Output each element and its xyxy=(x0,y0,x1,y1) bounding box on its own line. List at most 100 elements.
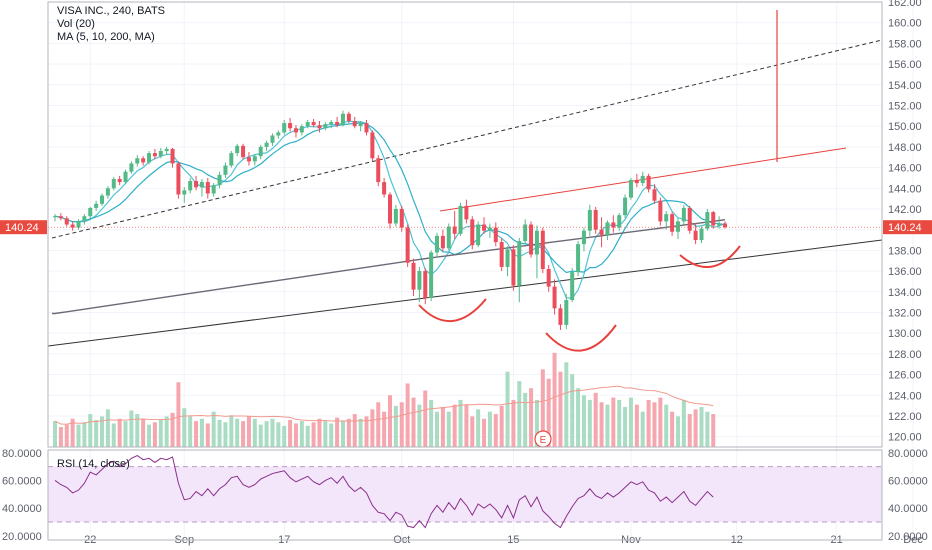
volume-bar xyxy=(458,399,463,447)
rsi-tick-label-right: 60.0000 xyxy=(888,475,928,487)
candle-body xyxy=(534,230,539,255)
candle-body xyxy=(258,146,263,157)
candle xyxy=(141,156,146,166)
volume-bar xyxy=(446,411,451,447)
volume-bar xyxy=(335,417,340,447)
price-tick-label-right: 138.00 xyxy=(888,245,922,257)
candle-body xyxy=(152,153,157,157)
volume-bar xyxy=(593,392,598,447)
candle-body xyxy=(246,157,251,162)
volume-bar xyxy=(264,421,269,447)
head-arc xyxy=(545,324,617,352)
volume-bar xyxy=(681,399,686,447)
candle xyxy=(564,293,569,330)
volume-bar xyxy=(393,405,398,447)
ma10-line xyxy=(54,122,726,274)
candle-body xyxy=(446,226,451,249)
candle-body xyxy=(564,300,569,325)
candle-body xyxy=(58,216,63,219)
rsi-tick-label-left: 20.0000 xyxy=(2,531,42,543)
candle xyxy=(382,177,387,198)
x-tick-label: Dec xyxy=(903,534,923,546)
candle xyxy=(405,224,410,267)
price-tick-label-right: 162.00 xyxy=(888,0,922,9)
volume-bar xyxy=(194,421,199,447)
candle-body xyxy=(652,189,657,201)
candle xyxy=(534,225,539,279)
candle-body xyxy=(188,181,193,191)
volume-bar xyxy=(611,397,616,447)
volume-bar xyxy=(628,397,633,447)
price-tick-label-right: 122.00 xyxy=(888,411,922,423)
volume-bar xyxy=(570,374,575,447)
candle xyxy=(711,211,716,229)
candle-body xyxy=(440,235,445,249)
candle-body xyxy=(305,122,310,127)
candle xyxy=(611,215,616,233)
candle xyxy=(288,117,293,132)
candle-body xyxy=(405,227,410,263)
volume-bar xyxy=(235,418,240,447)
candle-body xyxy=(493,227,498,243)
rsi-tick-label-left: 40.0000 xyxy=(2,503,42,515)
volume-bar xyxy=(599,402,604,447)
volume-bar xyxy=(53,421,57,447)
volume-bar xyxy=(399,402,404,447)
candle-body xyxy=(593,210,598,230)
candle-body xyxy=(458,205,463,234)
candle-body xyxy=(311,122,316,126)
volume-bar xyxy=(411,397,416,447)
volume-bar xyxy=(505,371,510,447)
candle xyxy=(399,205,404,232)
candle-body xyxy=(617,215,622,228)
chart-title: VISA INC., 240, BATS xyxy=(57,5,166,17)
price-tick-label-right: 136.00 xyxy=(888,266,922,278)
candle-body xyxy=(581,230,586,245)
candle-body xyxy=(340,113,345,126)
candle-body xyxy=(711,212,716,226)
candle-body xyxy=(393,208,398,224)
candle xyxy=(517,237,522,303)
candle xyxy=(640,171,645,187)
volume-bar xyxy=(123,421,128,447)
candle xyxy=(435,232,440,258)
volume-bar xyxy=(652,402,657,447)
candle xyxy=(664,211,669,230)
earnings-marker[interactable]: E xyxy=(534,430,552,448)
volume-bar xyxy=(188,416,193,447)
candle-body xyxy=(129,163,134,172)
candle-body xyxy=(335,122,340,126)
candle-body xyxy=(417,271,422,290)
candle-body xyxy=(111,178,116,189)
candle xyxy=(53,214,57,222)
candle-body xyxy=(452,226,457,234)
last-price-tag-left: 140.24 xyxy=(5,222,39,234)
volume-bar xyxy=(76,424,81,447)
price-tick-label-right: 120.00 xyxy=(888,432,922,444)
candle xyxy=(388,192,392,229)
price-tick-label-right: 148.00 xyxy=(888,142,922,154)
candle xyxy=(305,119,310,129)
candle-body xyxy=(723,223,727,228)
volume-bar xyxy=(529,388,534,447)
candle xyxy=(123,169,128,185)
candle-body xyxy=(135,158,140,164)
rsi-line xyxy=(54,454,714,529)
volume-bar xyxy=(658,397,663,447)
candle xyxy=(470,216,475,250)
volume-bar xyxy=(147,424,152,447)
volume-bar xyxy=(440,407,445,447)
candle xyxy=(335,116,340,128)
candle-body xyxy=(382,182,387,195)
price-tick-label-right: 158.00 xyxy=(888,38,922,50)
volume-bar xyxy=(711,414,716,447)
volume-bar xyxy=(664,404,669,447)
candle xyxy=(623,194,628,219)
candle xyxy=(552,279,557,315)
candle xyxy=(76,219,81,230)
candle xyxy=(188,177,193,194)
candle-body xyxy=(76,221,81,228)
candle xyxy=(487,223,492,238)
rsi-tick-label-right: 20.0000 xyxy=(888,531,928,543)
